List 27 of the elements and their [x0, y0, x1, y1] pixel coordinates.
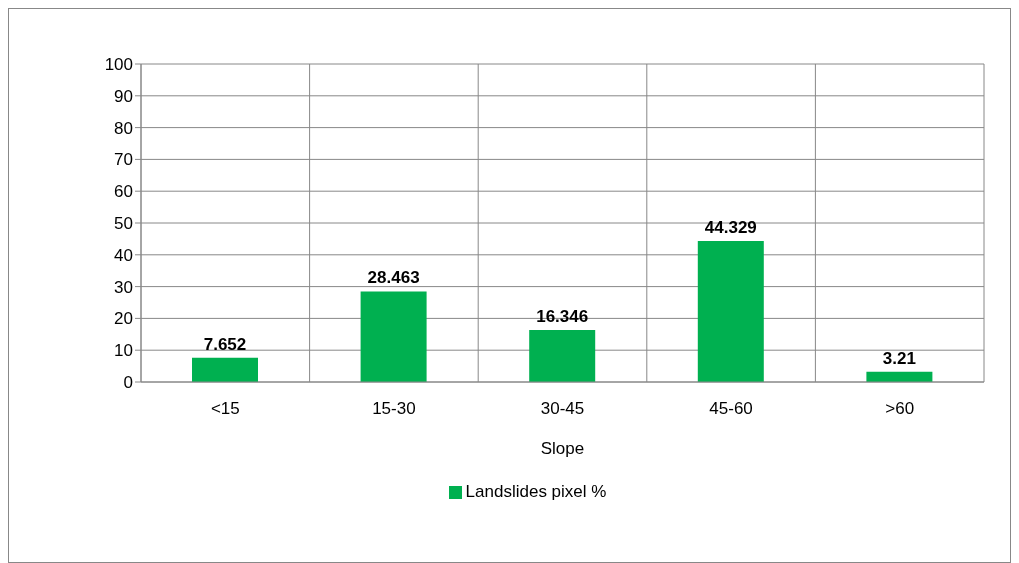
y-tick-label: 20 — [114, 309, 133, 329]
y-tick-label: 40 — [114, 245, 133, 265]
data-label: 28.463 — [367, 268, 420, 288]
bar — [192, 357, 258, 382]
bar — [697, 241, 764, 382]
data-label: 16.346 — [536, 307, 589, 327]
data-label: 44.329 — [704, 218, 757, 238]
bar — [360, 291, 427, 382]
x-tick-label: 45-60 — [709, 399, 753, 419]
y-tick-label: 60 — [114, 182, 133, 202]
data-label: 3.21 — [882, 348, 916, 368]
x-tick-label: <15 — [210, 399, 240, 419]
bar — [529, 330, 596, 382]
y-tick-label: 10 — [114, 341, 133, 361]
y-tick-label: 100 — [104, 55, 133, 75]
x-axis-title: Slope — [540, 439, 585, 458]
y-tick-label: 50 — [114, 214, 133, 234]
x-tick-label: 15-30 — [372, 399, 416, 419]
y-tick-label: 70 — [114, 150, 133, 170]
x-tick-label: >60 — [885, 399, 915, 419]
y-tick-label: 80 — [114, 118, 133, 138]
y-tick-label: 30 — [114, 277, 133, 297]
y-tick-label: 0 — [123, 373, 133, 393]
data-label: 7.652 — [203, 334, 247, 354]
legend-label: Landslides pixel % — [465, 482, 607, 501]
y-tick-label: 90 — [114, 86, 133, 106]
x-tick-label: 30-45 — [540, 399, 585, 419]
